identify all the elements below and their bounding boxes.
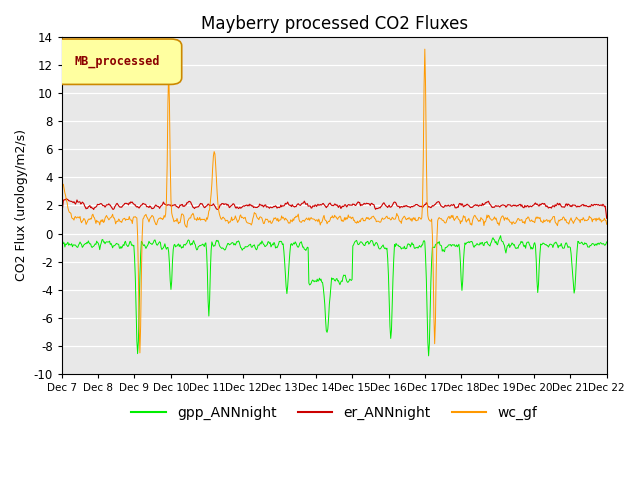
gpp_ANNnight — [401, 243, 408, 249]
Line: gpp_ANNnight: gpp_ANNnight — [62, 236, 607, 356]
Y-axis label: CO2 Flux (urology/m2/s): CO2 Flux (urology/m2/s) — [15, 130, 28, 281]
gpp_ANNnight — [497, 233, 504, 239]
gpp_ANNnight — [179, 245, 187, 251]
gpp_ANNnight — [58, 235, 66, 240]
wc_gf — [58, 181, 66, 187]
er_ANNnight — [58, 210, 66, 216]
er_ANNnight — [63, 196, 70, 202]
gpp_ANNnight — [603, 239, 611, 245]
er_ANNnight — [125, 202, 132, 208]
gpp_ANNnight — [124, 244, 132, 250]
Title: Mayberry processed CO2 Fluxes: Mayberry processed CO2 Fluxes — [201, 15, 468, 33]
er_ANNnight — [603, 216, 611, 221]
wc_gf — [401, 215, 409, 220]
wc_gf — [603, 221, 611, 227]
gpp_ANNnight — [208, 239, 216, 245]
er_ANNnight — [180, 203, 188, 209]
wc_gf — [209, 166, 216, 171]
gpp_ANNnight — [417, 244, 424, 250]
er_ANNnight — [209, 202, 216, 208]
gpp_ANNnight — [425, 353, 433, 359]
Legend: gpp_ANNnight, er_ANNnight, wc_gf: gpp_ANNnight, er_ANNnight, wc_gf — [125, 400, 543, 426]
Text: MB_processed: MB_processed — [75, 55, 161, 68]
wc_gf — [417, 216, 425, 222]
wc_gf — [421, 46, 429, 52]
Line: er_ANNnight: er_ANNnight — [62, 199, 607, 218]
FancyBboxPatch shape — [54, 39, 182, 84]
er_ANNnight — [68, 199, 76, 205]
er_ANNnight — [417, 204, 425, 209]
wc_gf — [68, 215, 76, 220]
wc_gf — [136, 350, 144, 356]
wc_gf — [124, 216, 132, 222]
Line: wc_gf: wc_gf — [62, 49, 607, 353]
gpp_ANNnight — [68, 241, 76, 247]
er_ANNnight — [401, 203, 409, 208]
wc_gf — [180, 213, 188, 219]
